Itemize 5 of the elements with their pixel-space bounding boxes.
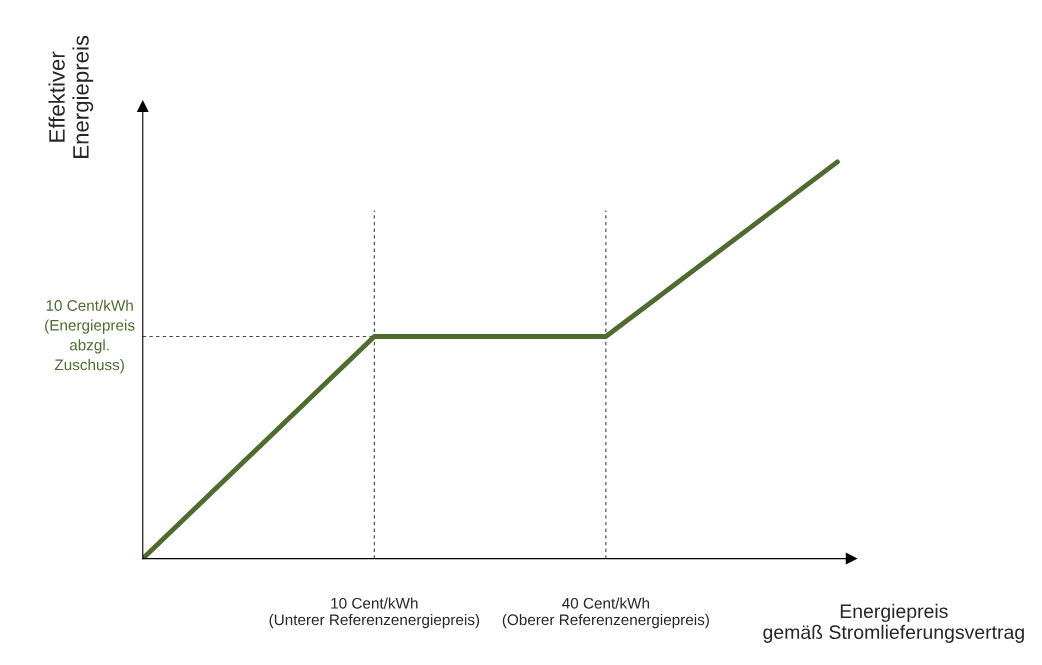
x-tick-label: 40 Cent/kWh (Oberer Referenzenergiepreis) <box>502 597 709 629</box>
annotation: 10 Cent/kWh (Energiepreis abzgl. Zuschuss) <box>45 299 135 374</box>
x-axis-title: Energiepreis gemäß Stromlieferungsvertrag <box>763 603 1024 643</box>
y-axis-title: Effektiver Energiepreis <box>48 35 94 158</box>
x-tick-label: 10 Cent/kWh (Unterer Referenzenergiepreis) <box>269 597 480 629</box>
